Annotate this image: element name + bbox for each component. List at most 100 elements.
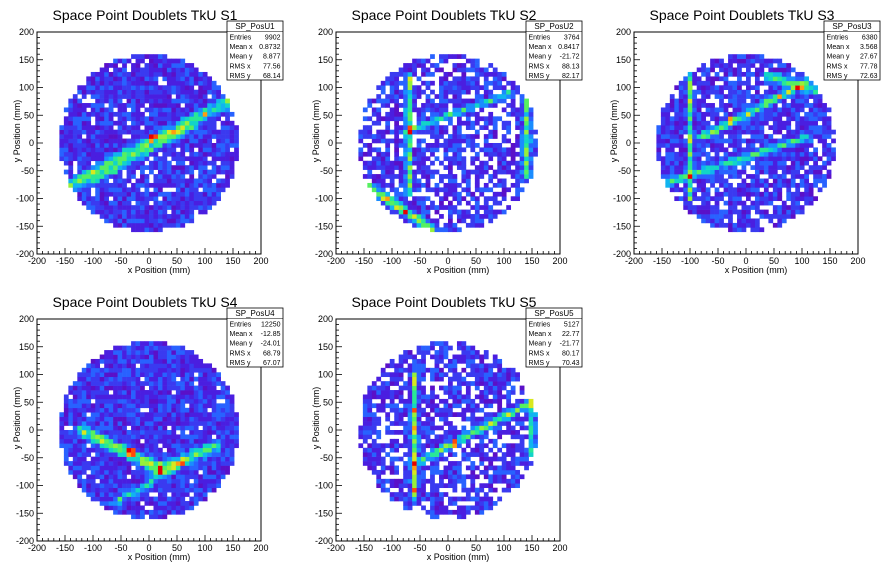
heatmap-cell [715, 161, 720, 166]
heatmap-cell [100, 130, 105, 135]
heatmap-cell [180, 165, 185, 170]
heatmap-cell [136, 68, 141, 73]
heatmap-cell [782, 205, 787, 210]
heatmap-cell [367, 434, 372, 439]
heatmap-cell [742, 183, 747, 188]
heatmap-cell [719, 179, 724, 184]
heatmap-cell [372, 417, 377, 422]
heatmap-cell [692, 103, 697, 108]
heatmap-cell [777, 223, 782, 228]
heatmap-cell [221, 134, 226, 139]
heatmap-cell [82, 130, 87, 135]
heatmap-cell [533, 143, 538, 148]
heatmap-cell [145, 205, 150, 210]
heatmap-cell [77, 403, 82, 408]
heatmap-cell [683, 112, 688, 117]
heatmap-cell [511, 170, 516, 175]
heatmap-cell [470, 139, 475, 144]
heatmap-cell [145, 457, 150, 462]
heatmap-cell [701, 205, 706, 210]
heatmap-cell [113, 130, 118, 135]
heatmap-cell [800, 183, 805, 188]
heatmap-cell [82, 483, 87, 488]
heatmap-cell [426, 59, 431, 64]
heatmap-cell [367, 448, 372, 453]
heatmap-cell [742, 214, 747, 219]
heatmap-cell [773, 156, 778, 161]
heatmap-cell [755, 85, 760, 90]
heatmap-cell [118, 377, 123, 382]
heatmap-cell [136, 372, 141, 377]
heatmap-cell [674, 179, 679, 184]
y-axis-label: y Position (mm) [609, 100, 619, 163]
heatmap-cell [461, 196, 466, 201]
heatmap-cell [746, 116, 751, 121]
heatmap-cell [131, 355, 136, 360]
heatmap-cell [145, 372, 150, 377]
heatmap-cell [764, 196, 769, 201]
heatmap-cell [358, 134, 363, 139]
heatmap-cell [131, 341, 136, 346]
heatmap-cell [755, 68, 760, 73]
heatmap-cell [719, 214, 724, 219]
heatmap-cell [194, 68, 199, 73]
heatmap-cell [479, 223, 484, 228]
heatmap-cell [189, 394, 194, 399]
heatmap-cell [198, 377, 203, 382]
heatmap-cell [728, 201, 733, 206]
heatmap-cell [230, 461, 235, 466]
heatmap-cell [385, 116, 390, 121]
heatmap-cell [502, 125, 507, 130]
heatmap-cell [515, 192, 520, 197]
heatmap-cell [153, 59, 158, 64]
heatmap-cell [452, 183, 457, 188]
heatmap-cell [104, 492, 109, 497]
heatmap-cell [185, 466, 190, 471]
heatmap-cell [113, 448, 118, 453]
heatmap-cell [457, 165, 462, 170]
heatmap-cell [524, 107, 529, 112]
heatmap-cell [488, 152, 493, 157]
heatmap-cell [827, 130, 832, 135]
heatmap-cell [136, 143, 141, 148]
heatmap-cell [194, 72, 199, 77]
heatmap-cell [475, 179, 480, 184]
heatmap-cell [358, 152, 363, 157]
heatmap-cell [457, 112, 462, 117]
heatmap-cell [372, 439, 377, 444]
heatmap-cell [189, 434, 194, 439]
heatmap-cell [421, 59, 426, 64]
heatmap-cell [171, 426, 176, 431]
heatmap-cell [426, 218, 431, 223]
heatmap-cell [791, 161, 796, 166]
heatmap-cell [493, 72, 498, 77]
heatmap-cell [430, 121, 435, 126]
heatmap-cell [511, 94, 516, 99]
heatmap-cell [153, 510, 158, 515]
heatmap-cell [176, 214, 181, 219]
heatmap-cell [786, 139, 791, 144]
heatmap-cell [91, 457, 96, 462]
heatmap-cell [417, 152, 422, 157]
heatmap-cell [674, 99, 679, 104]
heatmap-cell [212, 125, 217, 130]
heatmap-cell [363, 174, 368, 179]
heatmap-cell [95, 134, 100, 139]
heatmap-cell [234, 430, 239, 435]
heatmap-cell [679, 112, 684, 117]
heatmap-cell [189, 501, 194, 506]
heatmap-cell [95, 99, 100, 104]
heatmap-cell [131, 434, 136, 439]
heatmap-cell [212, 394, 217, 399]
heatmap-cell [230, 434, 235, 439]
heatmap-cell [131, 205, 136, 210]
heatmap-cell [140, 497, 145, 502]
heatmap-cell [358, 443, 363, 448]
heatmap-cell [706, 130, 711, 135]
heatmap-cell [724, 223, 729, 228]
heatmap-cell [367, 408, 372, 413]
heatmap-cell [234, 417, 239, 422]
heatmap-cell [493, 68, 498, 73]
heatmap-cell [475, 94, 480, 99]
heatmap-cell [461, 68, 466, 73]
